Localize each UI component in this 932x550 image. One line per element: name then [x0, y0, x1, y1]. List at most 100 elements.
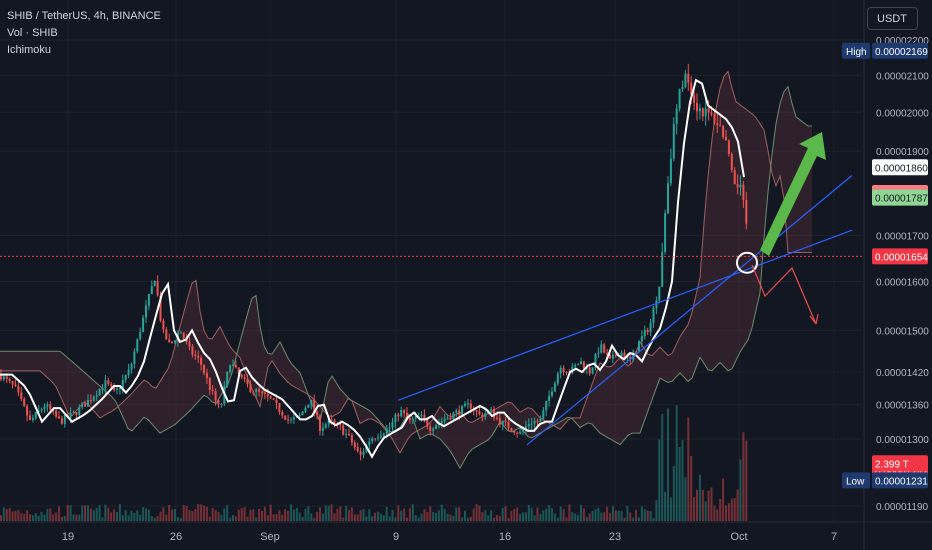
volume-badge: 2.399 T — [875, 459, 909, 470]
candle-body — [725, 136, 727, 141]
candle-body — [551, 391, 553, 396]
volume-bar — [118, 504, 121, 521]
candle-body — [527, 424, 530, 426]
candle-body — [469, 403, 472, 409]
candle-body — [287, 419, 290, 421]
candle-body — [350, 435, 353, 443]
candle-body — [75, 412, 78, 416]
volume-bar — [585, 517, 588, 521]
candle-body — [23, 398, 26, 406]
candle-body — [635, 351, 638, 353]
candle-body — [745, 199, 748, 224]
candle-body — [391, 422, 394, 428]
candle-body — [458, 410, 461, 415]
volume-indicator-label[interactable]: Vol · SHIB — [7, 27, 58, 39]
volume-bar — [675, 405, 678, 521]
volume-bar — [249, 509, 252, 521]
candle-body — [60, 418, 63, 424]
price-badges: 0.000021690.000018600.000017980.00001787… — [842, 42, 928, 489]
volume-bar — [58, 506, 60, 521]
candle-body — [168, 339, 171, 342]
volume-bar — [217, 511, 220, 521]
volume-bar — [171, 509, 174, 521]
span-b-price-badge: 0.00001787 — [875, 194, 928, 205]
volume-bar — [385, 507, 388, 521]
candle-body — [179, 332, 182, 334]
candle-body — [658, 286, 661, 301]
symbol-title[interactable]: SHIB / TetherUS, 4h, BINANCE — [7, 10, 161, 22]
volume-bar — [234, 516, 237, 521]
candle-body — [646, 329, 649, 333]
volume-bar — [356, 514, 359, 521]
volume-bar — [519, 514, 522, 521]
candle-body — [553, 383, 556, 392]
volume-bar — [304, 509, 307, 521]
volume-bar — [333, 513, 336, 521]
volume-bar — [481, 512, 484, 521]
volume-bar — [603, 512, 606, 521]
volume-bar — [211, 508, 214, 521]
volume-bar — [646, 510, 649, 521]
volume-bar — [411, 504, 414, 521]
currency-button[interactable]: USDT — [867, 7, 918, 30]
volume-bar — [345, 506, 348, 521]
candle-body — [205, 373, 208, 379]
candle-body — [466, 403, 469, 405]
volume-bar — [609, 513, 611, 521]
candle-body — [730, 153, 733, 171]
volume-bar — [203, 505, 205, 521]
candle-body — [290, 419, 292, 421]
candle-body — [455, 410, 458, 413]
x-tick-label: 7 — [831, 531, 837, 543]
kijun-line — [0, 78, 745, 459]
volume-bar — [46, 509, 49, 521]
candle-body — [530, 423, 533, 425]
y-tick-label: 0.00001420 — [876, 368, 929, 379]
volume-bar — [649, 510, 652, 521]
candle-body — [342, 425, 345, 435]
volume-bar — [417, 517, 420, 521]
candle-body — [304, 407, 307, 412]
candle-body — [727, 140, 730, 154]
candle-body — [258, 389, 261, 392]
candle-body — [713, 114, 716, 124]
candle-body — [226, 371, 229, 386]
volume-bar — [252, 509, 255, 521]
volume-bar — [23, 513, 26, 521]
volume-bar — [377, 511, 379, 521]
candle-body — [37, 410, 40, 412]
candle-body — [188, 341, 191, 347]
volume-bar — [194, 509, 197, 521]
volume-bar — [435, 512, 437, 521]
candle-body — [359, 451, 362, 455]
candle-body — [408, 417, 411, 420]
low-label-bg — [842, 472, 870, 489]
volume-bar — [652, 517, 655, 521]
candle-body — [707, 108, 710, 113]
candle-body — [403, 409, 406, 413]
candle-body — [501, 420, 504, 425]
volume-bar — [632, 517, 635, 521]
volume-bar — [736, 489, 739, 521]
volume-bar — [272, 514, 275, 521]
volume-bar — [388, 516, 391, 521]
x-tick-label: 19 — [62, 531, 74, 543]
candle-body — [292, 417, 295, 420]
user-drawings[interactable] — [397, 132, 853, 446]
ichimoku-indicator-label[interactable]: Ichimoku — [7, 44, 52, 56]
candle-body — [626, 356, 629, 359]
candle-body — [200, 357, 203, 365]
volume-bar — [458, 507, 461, 521]
candle-body — [92, 396, 95, 401]
candle-body — [194, 354, 197, 356]
candle-body — [333, 420, 336, 423]
candle-body — [722, 125, 725, 137]
volume-bar — [31, 515, 34, 521]
volume-bar — [327, 505, 330, 521]
volume-bar — [693, 497, 696, 521]
volume-bar — [324, 505, 327, 521]
volume-bar — [14, 510, 17, 521]
candle-body — [107, 380, 110, 385]
volume-bar — [725, 505, 727, 521]
